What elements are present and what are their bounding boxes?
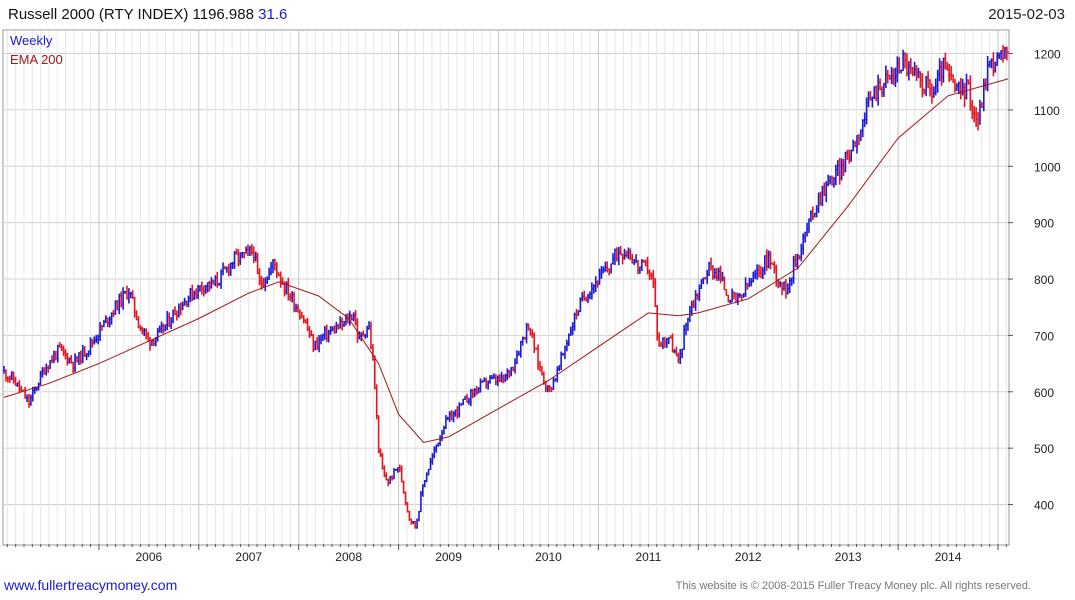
y-tick-label: 600 xyxy=(1034,386,1054,400)
x-tick-label: 2007 xyxy=(235,550,262,564)
price-bars xyxy=(3,45,1010,529)
legend-ema-200: EMA 200 xyxy=(10,52,63,67)
grid xyxy=(4,31,1008,544)
y-tick-label: 900 xyxy=(1034,217,1054,231)
x-tick-label: 2013 xyxy=(835,550,862,564)
copyright-notice: This website is © 2008-2015 Fuller Treac… xyxy=(675,580,1031,592)
plot-frame xyxy=(2,29,1010,546)
y-tick-label: 500 xyxy=(1034,442,1054,456)
y-tick-label: 800 xyxy=(1034,273,1054,287)
price-change: 31.6 xyxy=(258,6,288,23)
chart-title: Russell 2000 (RTY INDEX) 1196.988 31.6 xyxy=(8,6,287,23)
x-tick-label: 2006 xyxy=(136,550,163,564)
x-tick-label: 2008 xyxy=(335,550,362,564)
x-tick-label: 2012 xyxy=(735,550,762,564)
y-tick-label: 700 xyxy=(1034,329,1054,343)
title-text: Russell 2000 (RTY INDEX) 1196.988 xyxy=(8,6,254,23)
y-tick-label: 1100 xyxy=(1034,104,1060,118)
axes: 400 500 600 700 800 900 1000 1100 1200 2006 2007 20… xyxy=(6,48,1061,564)
y-tick-label: 1200 xyxy=(1034,48,1061,62)
legend-weekly: Weekly xyxy=(10,33,53,48)
chart-date: 2015-02-03 xyxy=(988,6,1065,23)
x-tick-label: 2010 xyxy=(535,550,562,564)
y-tick-label: 1000 xyxy=(1034,160,1061,174)
x-tick-label: 2014 xyxy=(935,550,962,564)
y-tick-label: 400 xyxy=(1034,499,1054,513)
x-tick-label: 2009 xyxy=(435,550,462,564)
x-tick-label: 2011 xyxy=(635,550,661,564)
website-link[interactable]: www.fullertreacymoney.com xyxy=(4,577,178,593)
ema-200-line xyxy=(3,78,1009,444)
